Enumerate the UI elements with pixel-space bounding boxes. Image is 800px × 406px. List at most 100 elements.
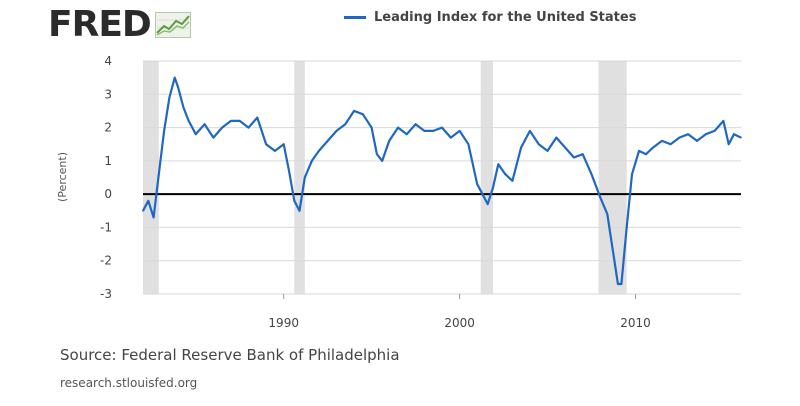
- legend-label: Leading Index for the United States: [374, 10, 637, 25]
- data-point: [298, 209, 301, 212]
- y-tick-label: 1: [104, 154, 112, 168]
- data-point: [581, 153, 584, 155]
- data-point: [705, 133, 707, 136]
- data-point: [631, 173, 633, 175]
- y-tick-label: 0: [104, 187, 112, 201]
- data-point: [546, 150, 549, 152]
- y-tick-label: -1: [100, 220, 112, 234]
- data-point: [256, 116, 259, 119]
- data-point: [476, 183, 478, 185]
- data-point: [173, 76, 176, 79]
- data-point: [288, 170, 290, 172]
- series-line-0: [142, 76, 742, 286]
- data-point: [194, 133, 197, 136]
- chart-legend: Leading Index for the United States: [344, 10, 636, 25]
- data-point: [740, 136, 742, 139]
- data-point: [381, 160, 384, 162]
- data-point: [458, 130, 461, 132]
- data-point: [414, 123, 417, 126]
- data-point: [652, 146, 654, 149]
- data-point: [696, 140, 698, 142]
- data-point: [722, 120, 725, 122]
- x-tick-label: 2010: [620, 316, 651, 330]
- data-point: [265, 143, 267, 146]
- source-url[interactable]: research.stlouisfed.org: [60, 376, 198, 390]
- data-point: [620, 283, 623, 285]
- data-point: [177, 86, 179, 89]
- data-point: [687, 133, 690, 136]
- data-point: [212, 136, 215, 139]
- data-point: [335, 130, 338, 132]
- source-caption: Source: Federal Reserve Bank of Philadel…: [60, 346, 400, 364]
- data-point: [678, 136, 681, 139]
- x-tick-label: 2000: [444, 316, 475, 330]
- data-point: [492, 186, 494, 189]
- data-point: [318, 150, 320, 152]
- data-point: [486, 203, 489, 205]
- y-tick-label: 4: [104, 54, 112, 68]
- y-axis-title: (Percent): [56, 152, 69, 202]
- y-tick-label: 2: [104, 121, 112, 135]
- data-point: [645, 153, 647, 155]
- data-point: [203, 123, 206, 126]
- data-point: [182, 106, 185, 109]
- data-point: [311, 160, 313, 162]
- data-point: [573, 156, 575, 159]
- data-point: [599, 196, 602, 199]
- x-tick-label: 1990: [268, 316, 299, 330]
- data-point: [733, 133, 735, 136]
- fred-wordmark: FRED: [48, 4, 152, 45]
- x-tick-labels: 1990 2000 2010: [268, 294, 651, 330]
- trend-chart-icon: [154, 12, 191, 38]
- data-point: [467, 143, 470, 146]
- data-point: [617, 283, 619, 285]
- data-point: [638, 150, 640, 152]
- data-point: [362, 113, 364, 116]
- data-point: [661, 140, 663, 142]
- data-point: [625, 226, 628, 229]
- y-tick-label: -2: [100, 254, 112, 268]
- series-layer: [142, 76, 742, 286]
- data-point: [564, 146, 566, 149]
- data-point: [713, 130, 716, 132]
- data-point: [238, 120, 241, 122]
- data-point: [187, 120, 190, 122]
- data-point: [606, 213, 609, 215]
- data-point: [504, 173, 507, 175]
- recession-band-1: [294, 61, 305, 294]
- data-point: [555, 136, 558, 139]
- data-point: [669, 143, 672, 146]
- recession-band-3: [598, 61, 627, 294]
- data-point: [520, 146, 522, 149]
- data-point: [152, 216, 155, 219]
- recession-band-0: [143, 61, 159, 294]
- data-point: [529, 130, 531, 132]
- line-chart: 4 3 2 1 0 -1 -2 -3 1990 2000 2010 (Percent): [56, 54, 742, 330]
- fred-logo: FRED: [48, 6, 191, 44]
- data-point: [511, 180, 514, 182]
- y-tick-label: 3: [104, 87, 112, 101]
- data-point: [388, 140, 391, 142]
- data-point: [326, 140, 329, 142]
- data-point: [168, 96, 171, 99]
- y-tick-label: -3: [100, 287, 112, 301]
- grid-lines: [143, 60, 741, 295]
- recession-bands: [143, 61, 627, 294]
- recession-band-2: [480, 61, 494, 294]
- data-point: [274, 150, 276, 152]
- data-point: [537, 143, 540, 146]
- data-point: [441, 126, 443, 129]
- data-point: [158, 173, 160, 175]
- data-point: [304, 176, 306, 179]
- y-tick-labels: 4 3 2 1 0 -1 -2 -3: [100, 54, 112, 301]
- data-point: [397, 126, 399, 129]
- data-point: [497, 163, 500, 165]
- data-point: [481, 193, 484, 195]
- data-point: [449, 136, 452, 139]
- data-point: [247, 126, 250, 129]
- data-point: [344, 123, 347, 126]
- data-point: [282, 143, 285, 146]
- data-point: [370, 126, 373, 129]
- data-point: [163, 130, 165, 132]
- data-point: [423, 130, 426, 132]
